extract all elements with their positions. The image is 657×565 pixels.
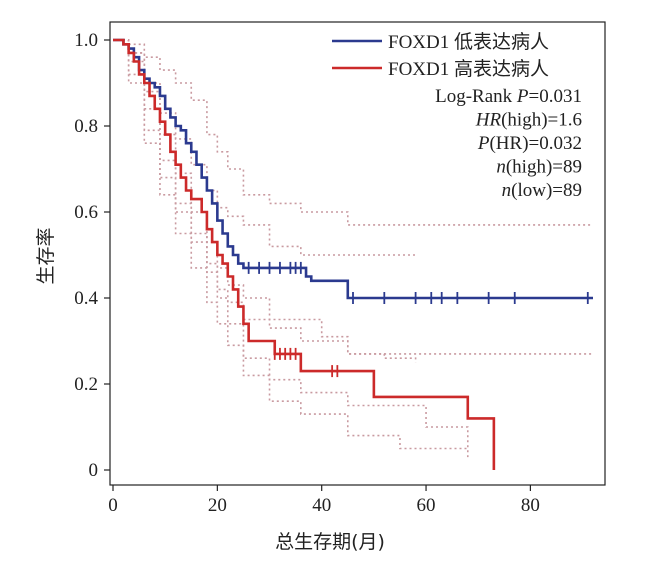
censor-marks (247, 261, 589, 378)
y-tick-label-5: 1.0 (74, 30, 98, 51)
confidence-band-5 (113, 39, 469, 458)
y-tick-label-1: 0.2 (74, 374, 98, 395)
confidence-band-4 (113, 39, 469, 449)
legend-label-low: FOXD1 低表达病人 (388, 31, 549, 53)
legend-stat-log-rank: Log-Rank P=0.031 (435, 86, 582, 107)
y-tick-label-0: 0 (89, 460, 99, 481)
x-axis-title: 总生存期(月) (275, 531, 385, 553)
y-tick-label-2: 0.4 (74, 288, 98, 309)
y-tick-label-4: 0.8 (74, 116, 98, 137)
x-tick-label-3: 60 (417, 495, 436, 516)
legend-stat-p-hr: P(HR)=0.032 (477, 133, 582, 154)
legend-stat-n-high: n(high)=89 (496, 157, 582, 178)
y-axis-title: 生存率 (35, 227, 57, 284)
confidence-band-1 (113, 39, 416, 256)
legend: FOXD1 低表达病人 FOXD1 高表达病人 Log-Rank P=0.031… (332, 31, 582, 201)
x-tick-label-1: 20 (208, 495, 227, 516)
survival-curves (113, 38, 593, 470)
y-axis-ticks: 0 0.2 0.4 0.6 0.8 1.0 (74, 30, 110, 481)
x-tick-label-4: 80 (521, 495, 540, 516)
legend-stat-n-low: n(low)=89 (502, 180, 582, 201)
x-axis-ticks: 0 20 40 60 80 (108, 485, 540, 516)
legend-stat-hr: HR(high)=1.6 (475, 110, 582, 131)
series-line-high (113, 38, 496, 470)
legend-stats: Log-Rank P=0.031 HR(high)=1.6P(HR)=0.032 n… (435, 86, 582, 201)
x-tick-label-0: 0 (108, 495, 118, 516)
series-line-low (113, 38, 593, 300)
legend-label-high: FOXD1 高表达病人 (388, 58, 549, 80)
x-tick-label-2: 40 (312, 495, 331, 516)
plot-frame (109, 21, 606, 486)
confidence-band-0 (113, 39, 593, 226)
y-tick-label-3: 0.6 (74, 202, 98, 223)
